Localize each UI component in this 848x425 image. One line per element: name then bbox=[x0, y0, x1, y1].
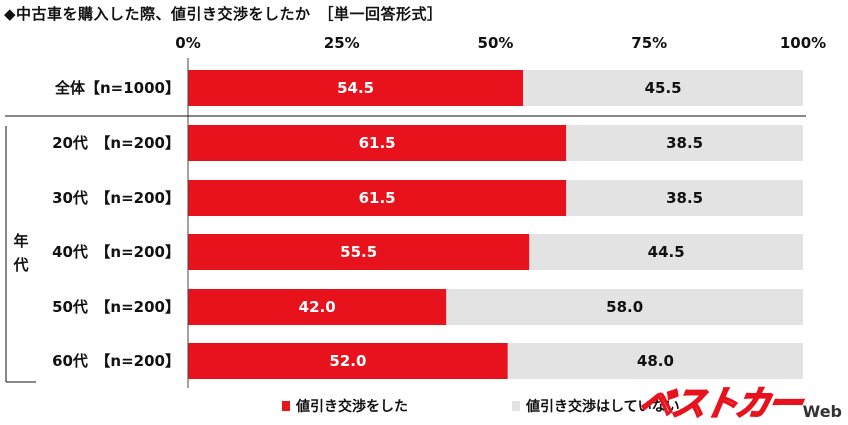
bar-not bbox=[523, 70, 803, 106]
data-label: 61.5 bbox=[359, 134, 396, 152]
row-label: 30代 【n=200】 bbox=[52, 189, 180, 207]
x-tick-label: 75% bbox=[631, 34, 667, 52]
x-tick-label: 50% bbox=[478, 34, 514, 52]
legend-label-not: 値引き交渉はしていない bbox=[526, 399, 680, 415]
bar-did bbox=[188, 343, 508, 379]
legend-swatch-did bbox=[282, 401, 290, 411]
legend-swatch-not bbox=[512, 401, 520, 411]
group-label-char: 代 bbox=[12, 256, 28, 274]
bestcar-web-logo: ベストカー Web bbox=[635, 376, 842, 425]
data-label: 52.0 bbox=[329, 352, 366, 370]
bar-did bbox=[188, 234, 530, 270]
data-label: 42.0 bbox=[299, 298, 336, 316]
bar-not bbox=[507, 343, 803, 379]
bar-did bbox=[188, 125, 567, 161]
data-label: 45.5 bbox=[645, 79, 682, 97]
row-label: 全体【n=1000】 bbox=[54, 79, 180, 97]
legend: 値引き交渉をした 値引き交渉はしていない bbox=[282, 396, 680, 416]
bar-did bbox=[188, 289, 447, 325]
row-label: 20代 【n=200】 bbox=[52, 134, 180, 152]
logo-sub-text: Web bbox=[802, 402, 842, 421]
data-label: 48.0 bbox=[637, 352, 674, 370]
legend-item-not: 値引き交渉はしていない bbox=[512, 396, 680, 416]
bar-did bbox=[188, 180, 567, 216]
row-label: 40代 【n=200】 bbox=[52, 243, 180, 261]
data-label: 61.5 bbox=[359, 189, 396, 207]
legend-label-did: 値引き交渉をした bbox=[296, 399, 408, 415]
data-label: 58.0 bbox=[606, 298, 643, 316]
data-label: 44.5 bbox=[648, 243, 685, 261]
logo-main-text: ベストカー bbox=[635, 383, 805, 425]
bar-did bbox=[188, 70, 524, 106]
chart-title: ◆中古車を購入した際、値引き交渉をしたか ［単一回答形式］ bbox=[4, 5, 443, 23]
row-label: 60代 【n=200】 bbox=[52, 352, 180, 370]
bar-not bbox=[566, 180, 803, 216]
data-label: 38.5 bbox=[666, 189, 703, 207]
x-tick-label: 100% bbox=[780, 34, 826, 52]
x-tick-label: 0% bbox=[175, 34, 200, 52]
group-label-char: 年 bbox=[13, 232, 28, 250]
x-tick-label: 25% bbox=[324, 34, 360, 52]
bar-not bbox=[566, 125, 803, 161]
bar-not bbox=[446, 289, 803, 325]
legend-item-did: 値引き交渉をした bbox=[282, 396, 408, 416]
row-label: 50代 【n=200】 bbox=[52, 298, 180, 316]
data-label: 55.5 bbox=[340, 243, 377, 261]
data-label: 54.5 bbox=[337, 79, 374, 97]
bar-not bbox=[529, 234, 803, 270]
data-label: 38.5 bbox=[666, 134, 703, 152]
